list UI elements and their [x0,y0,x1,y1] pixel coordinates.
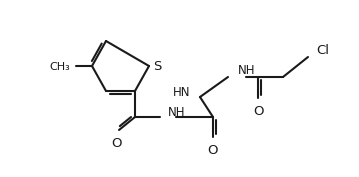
Text: NH: NH [168,105,186,118]
Text: O: O [208,144,218,157]
Text: CH₃: CH₃ [49,62,70,72]
Text: O: O [112,137,122,150]
Text: Cl: Cl [316,44,329,58]
Text: O: O [253,105,263,118]
Text: HN: HN [173,85,190,98]
Text: S: S [153,59,161,73]
Text: NH: NH [238,64,256,78]
